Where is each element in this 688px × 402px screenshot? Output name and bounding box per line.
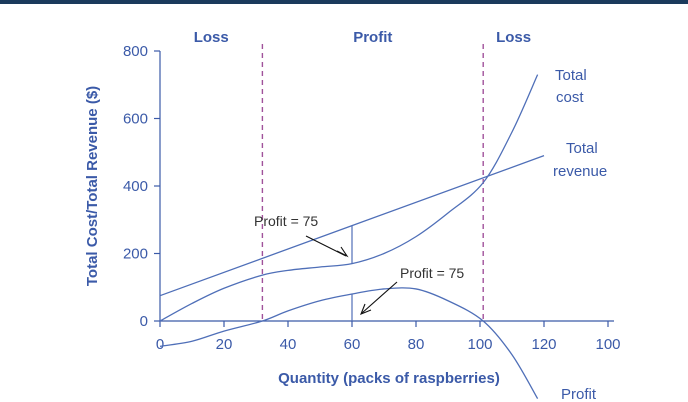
- y-axis-title: Total Cost/Total Revenue ($): [84, 86, 101, 286]
- x-tick-label-40: 40: [280, 336, 297, 353]
- x-tick-label-0: 0: [156, 336, 164, 353]
- axes: 0 200 400 600 800 0 20 40 60 80 100 120 100: [123, 43, 621, 353]
- labels: Quantity (packs of raspberries) Total Cos…: [84, 29, 607, 402]
- y-tick-label-600: 600: [123, 111, 148, 128]
- annotation-profit-lower: Profit = 75: [400, 265, 464, 281]
- y-tick-label-800: 800: [123, 43, 148, 60]
- total-revenue-label-line1: Total: [566, 140, 598, 157]
- annotation-arrow-lower: [361, 281, 398, 314]
- curves: [159, 74, 545, 399]
- total-cost-line: [159, 74, 539, 322]
- x-axis-title: Quantity (packs of raspberries): [278, 370, 500, 387]
- x-tick-label-100: 100: [467, 336, 492, 353]
- region-label-profit-2: Profit: [353, 29, 392, 46]
- total-cost-label-line2: cost: [556, 89, 584, 106]
- x-tick-label-100: 100: [595, 336, 620, 353]
- region-label-loss-1: Loss: [194, 29, 229, 46]
- x-tick-label-80: 80: [408, 336, 425, 353]
- annotation-profit-upper: Profit = 75: [254, 213, 318, 229]
- top-border: [0, 0, 688, 4]
- x-tick-label-60: 60: [344, 336, 361, 353]
- y-tick-label-0: 0: [140, 313, 148, 330]
- total-cost-label-line1: Total: [555, 67, 587, 84]
- profit-curve-label: Profit: [561, 386, 597, 402]
- annotation-arrowhead-lower: [360, 303, 372, 315]
- region-label-loss-3: Loss: [496, 29, 531, 46]
- x-tick-label-120: 120: [531, 336, 556, 353]
- y-tick-label-400: 400: [123, 178, 148, 195]
- y-tick-label-200: 200: [123, 246, 148, 263]
- x-tick-label-20: 20: [216, 336, 233, 353]
- annotation-arrowhead-upper: [336, 246, 349, 258]
- total-revenue-label-line2: revenue: [553, 163, 607, 180]
